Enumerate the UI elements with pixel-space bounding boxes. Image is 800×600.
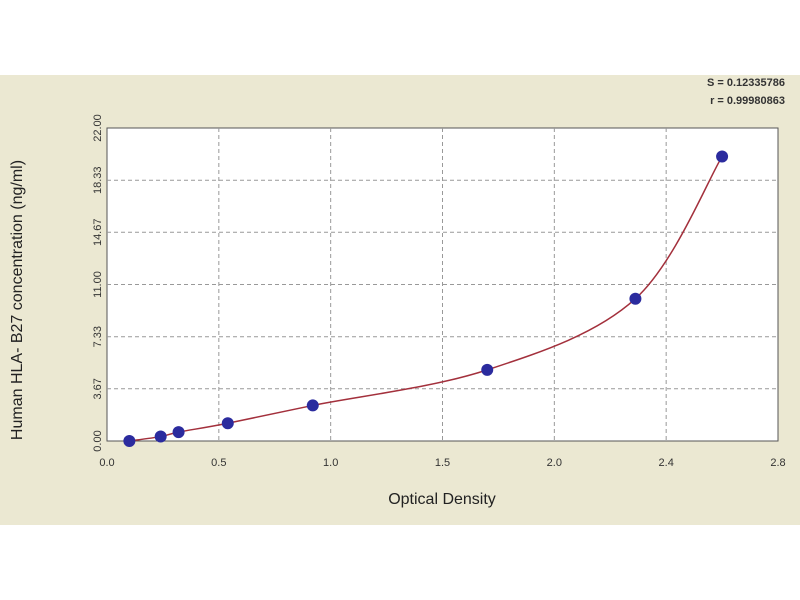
x-tick-label: 2.0 (547, 457, 562, 469)
data-point (716, 150, 729, 163)
y-tick-label: 3.67 (92, 378, 104, 399)
x-tick-label: 2.8 (770, 457, 785, 469)
y-tick-label: 14.67 (92, 219, 104, 247)
x-tick-label: 1.5 (435, 457, 450, 469)
data-point (154, 430, 167, 443)
x-axis-label: Optical Density (388, 491, 496, 508)
y-tick-label: 0.00 (92, 430, 104, 451)
y-tick-label: 18.33 (92, 166, 104, 194)
data-point (172, 426, 185, 439)
y-tick-label: 11.00 (92, 271, 104, 298)
data-point (221, 417, 234, 430)
data-point (306, 399, 319, 412)
x-tick-label: 1.0 (323, 457, 338, 469)
y-tick-label: 22.00 (92, 114, 104, 142)
annotation: S = 0.12335786 (707, 77, 785, 89)
x-tick-label: 0.5 (211, 457, 226, 469)
x-tick-label: 2.4 (659, 457, 674, 469)
y-axis-label: Human HLA- B27 concentration (ng/ml) (9, 160, 26, 440)
data-point (123, 435, 136, 447)
y-tick-label: 7.33 (92, 326, 104, 347)
data-point (481, 363, 494, 376)
x-tick-label: 0.0 (99, 457, 114, 469)
data-point (629, 292, 642, 305)
annotation: r = 0.99980863 (710, 95, 785, 107)
